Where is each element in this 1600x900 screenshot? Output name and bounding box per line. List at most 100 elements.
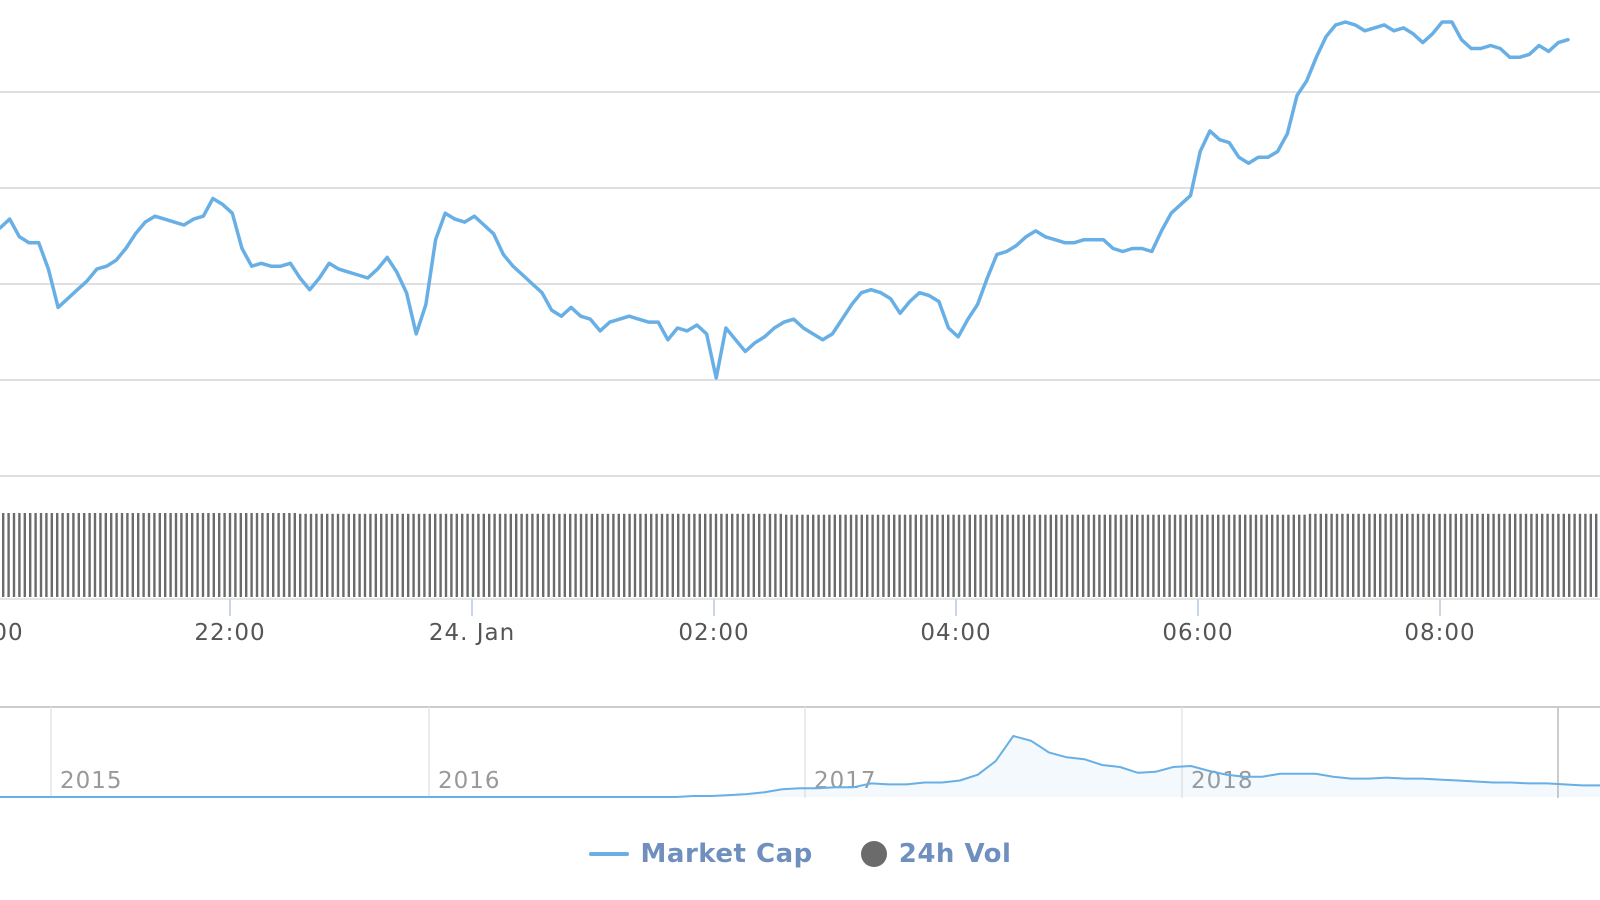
volume-bar: [1562, 513, 1565, 597]
volume-bar: [849, 514, 853, 597]
volume-bar: [1065, 514, 1069, 597]
volume-bar: [1487, 513, 1490, 597]
navigator-tick-label: 2016: [438, 768, 501, 794]
volume-bar: [903, 514, 907, 597]
volume-bar: [520, 513, 523, 597]
volume-bar: [709, 513, 712, 597]
volume-bar: [1044, 514, 1047, 597]
volume-bar: [158, 513, 161, 597]
volume-bar: [1227, 514, 1231, 597]
volume-bar: [444, 513, 448, 597]
volume-bar: [617, 513, 620, 597]
volume-bar: [1578, 513, 1582, 597]
volume-bar: [779, 513, 782, 597]
volume-bar: [1341, 513, 1344, 597]
volume-bar: [1373, 513, 1376, 597]
volume-bar: [1146, 514, 1150, 597]
volume-circle-icon: [860, 841, 887, 867]
volume-bar: [1082, 514, 1085, 597]
volume-bar: [925, 514, 928, 597]
volume-bar: [390, 513, 394, 597]
volume-bar: [1114, 514, 1117, 597]
volume-bar: [1238, 514, 1241, 597]
volume-bar: [671, 513, 674, 597]
volume-bar: [50, 513, 53, 597]
volume-bar: [666, 513, 669, 597]
legend-label-market-cap: Market Cap: [640, 839, 813, 869]
volume-bar: [1071, 514, 1074, 597]
volume-bar: [417, 513, 421, 597]
volume-bar: [1136, 514, 1139, 597]
volume-bar: [957, 514, 961, 597]
volume-bar: [369, 513, 372, 597]
navigator-tick-label: 2018: [1191, 768, 1254, 794]
volume-bar: [984, 514, 988, 597]
volume-bar: [839, 514, 842, 597]
volume-bar: [606, 513, 610, 597]
volume-bar: [358, 513, 361, 597]
volume-bar: [1438, 513, 1441, 597]
x-tick-label: 24. Jan: [429, 620, 515, 646]
volume-bar: [1303, 514, 1306, 597]
volume-bar: [898, 514, 901, 597]
volume-bar: [1449, 513, 1452, 597]
volume-bar: [990, 514, 993, 597]
volume-bar: [504, 513, 507, 597]
volume-bar: [1260, 514, 1263, 597]
volume-bar: [558, 513, 561, 597]
x-tick-label: 04:00: [920, 620, 991, 646]
volume-bar: [412, 513, 415, 597]
volume-bar: [1195, 514, 1198, 597]
volume-bar: [725, 513, 728, 597]
volume-bar: [153, 513, 156, 597]
volume-bar: [731, 513, 734, 597]
volume-bar: [110, 513, 113, 597]
volume-bar: [585, 513, 588, 597]
volume-bar: [293, 513, 296, 597]
x-tick-label: 06:00: [1162, 620, 1233, 646]
market-cap-series: [0, 20, 1570, 380]
volume-bar: [1352, 513, 1355, 597]
volume-bar: [1055, 514, 1058, 597]
volume-bar: [801, 514, 804, 597]
volume-bar: [1130, 514, 1133, 597]
volume-bar: [1028, 514, 1031, 597]
volume-bar: [245, 513, 248, 597]
volume-bar: [612, 513, 615, 597]
volume-bar: [83, 513, 86, 597]
navigator[interactable]: 2015 2016 2017 2018: [0, 706, 1600, 798]
volume-bar: [266, 513, 269, 597]
volume-bar: [1406, 513, 1409, 597]
x-tick-label: 20:00: [0, 620, 24, 646]
volume-bar: [423, 513, 426, 597]
volume-bar: [979, 514, 982, 597]
volume-bar: [255, 513, 259, 597]
volume-bar: [536, 513, 539, 597]
volume-bar: [1017, 514, 1020, 597]
legend-item-market-cap[interactable]: Market Cap: [588, 839, 813, 869]
volume-bar: [77, 513, 80, 597]
volume-bar: [34, 513, 37, 597]
main-x-axis-ticks: 20:00 22:00 24. Jan 02:00 04:00 06:00 08:00: [0, 599, 1475, 646]
volume-bar: [137, 513, 140, 597]
volume-bar: [1497, 513, 1501, 597]
volume-bar: [1524, 513, 1528, 597]
volume-bar: [1584, 513, 1587, 597]
legend-item-24h-vol[interactable]: 24h Vol: [860, 839, 1012, 869]
volume-bar: [1470, 513, 1474, 597]
volume-bar: [66, 513, 70, 597]
volume-bar: [1298, 514, 1301, 597]
volume-bar: [720, 513, 723, 597]
volume-bar: [1254, 514, 1258, 597]
volume-bar: [1514, 513, 1517, 597]
volume-bar: [1276, 514, 1279, 597]
volume-bar: [2, 513, 5, 597]
legend-label-24h-vol: 24h Vol: [898, 839, 1012, 869]
volume-bar: [288, 513, 291, 597]
volume-bar: [374, 513, 377, 597]
volume-bar: [920, 514, 923, 597]
volume-bar: [552, 513, 556, 597]
volume-bar: [828, 514, 831, 597]
navigator-line: [0, 734, 1600, 798]
